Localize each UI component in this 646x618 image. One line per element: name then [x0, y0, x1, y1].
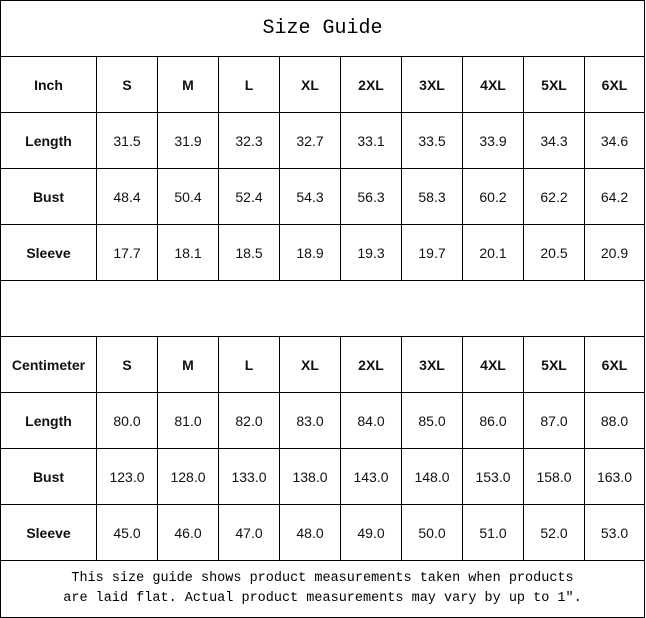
measurement-cell: 84.0 [340, 392, 402, 449]
measurement-cell: 18.1 [157, 224, 219, 281]
centimeter-table: Centimeter S M L XL 2XL 3XL 4XL 5XL 6XL Length 80.0… [0, 337, 645, 561]
unit-header: Centimeter [0, 337, 97, 393]
measurement-cell: 138.0 [279, 448, 341, 505]
measurement-cell: 50.4 [157, 168, 219, 225]
measurement-cell: 31.9 [157, 112, 219, 169]
inch-table: Inch S M L XL 2XL 3XL 4XL 5XL 6XL Length 31.5 31.9 32… [0, 57, 645, 281]
size-header: S [96, 57, 158, 113]
unit-header: Inch [0, 57, 97, 113]
size-header: 2XL [340, 337, 402, 393]
row-label: Sleeve [0, 504, 97, 561]
measurement-cell: 20.1 [462, 224, 524, 281]
header-row: Inch S M L XL 2XL 3XL 4XL 5XL 6XL [0, 57, 645, 113]
measurement-cell: 58.3 [401, 168, 463, 225]
measurement-cell: 19.7 [401, 224, 463, 281]
page-title: Size Guide [1, 1, 644, 57]
measurement-cell: 60.2 [462, 168, 524, 225]
note-line-1: This size guide shows product measuremen… [71, 571, 574, 586]
measurement-cell: 133.0 [218, 448, 280, 505]
section-spacer [1, 281, 644, 337]
table-row: Length 31.5 31.9 32.3 32.7 33.1 33.5 33.9 34.3 34… [0, 112, 645, 169]
measurement-cell: 32.7 [279, 112, 341, 169]
measurement-cell: 45.0 [96, 504, 158, 561]
measurement-cell: 153.0 [462, 448, 524, 505]
size-header: M [157, 57, 219, 113]
measurement-cell: 34.6 [584, 112, 645, 169]
measurement-cell: 51.0 [462, 504, 524, 561]
size-header: 5XL [523, 337, 585, 393]
size-header: 6XL [584, 337, 645, 393]
measurement-cell: 33.1 [340, 112, 402, 169]
measurement-cell: 33.5 [401, 112, 463, 169]
measurement-cell: 33.9 [462, 112, 524, 169]
measurement-cell: 31.5 [96, 112, 158, 169]
table-row: Sleeve 45.0 46.0 47.0 48.0 49.0 50.0 51.0 52.0 53… [0, 504, 645, 561]
measurement-cell: 47.0 [218, 504, 280, 561]
measurement-cell: 62.2 [523, 168, 585, 225]
row-label: Length [0, 112, 97, 169]
measurement-cell: 163.0 [584, 448, 645, 505]
size-header: 4XL [462, 57, 524, 113]
measurement-cell: 158.0 [523, 448, 585, 505]
header-row: Centimeter S M L XL 2XL 3XL 4XL 5XL 6XL [0, 337, 645, 393]
measurement-cell: 148.0 [401, 448, 463, 505]
measurement-cell: 85.0 [401, 392, 463, 449]
row-label: Bust [0, 448, 97, 505]
size-header: 3XL [401, 57, 463, 113]
size-header: 2XL [340, 57, 402, 113]
measurement-cell: 49.0 [340, 504, 402, 561]
note-line-2: are laid flat. Actual product measuremen… [63, 591, 582, 606]
measurement-cell: 88.0 [584, 392, 645, 449]
row-label: Bust [0, 168, 97, 225]
size-header: 6XL [584, 57, 645, 113]
measurement-cell: 81.0 [157, 392, 219, 449]
size-header: 3XL [401, 337, 463, 393]
row-label: Length [0, 392, 97, 449]
measurement-cell: 52.0 [523, 504, 585, 561]
measurement-note: This size guide shows product measuremen… [1, 561, 644, 617]
measurement-cell: 20.5 [523, 224, 585, 281]
measurement-cell: 80.0 [96, 392, 158, 449]
measurement-cell: 50.0 [401, 504, 463, 561]
measurement-cell: 87.0 [523, 392, 585, 449]
measurement-cell: 34.3 [523, 112, 585, 169]
table-row: Bust 123.0 128.0 133.0 138.0 143.0 148.0 153.0 1… [0, 448, 645, 505]
measurement-cell: 18.9 [279, 224, 341, 281]
size-header: L [218, 337, 280, 393]
measurement-cell: 143.0 [340, 448, 402, 505]
size-header: 4XL [462, 337, 524, 393]
table-row: Bust 48.4 50.4 52.4 54.3 56.3 58.3 60.2 62.2 64.2 [0, 168, 645, 225]
row-label: Sleeve [0, 224, 97, 281]
table-row: Length 80.0 81.0 82.0 83.0 84.0 85.0 86.0 87.0 88… [0, 392, 645, 449]
measurement-cell: 54.3 [279, 168, 341, 225]
measurement-cell: 48.0 [279, 504, 341, 561]
size-header: S [96, 337, 158, 393]
measurement-cell: 19.3 [340, 224, 402, 281]
measurement-cell: 56.3 [340, 168, 402, 225]
measurement-cell: 17.7 [96, 224, 158, 281]
size-header: M [157, 337, 219, 393]
measurement-cell: 20.9 [584, 224, 645, 281]
measurement-cell: 82.0 [218, 392, 280, 449]
measurement-cell: 32.3 [218, 112, 280, 169]
measurement-cell: 52.4 [218, 168, 280, 225]
measurement-cell: 64.2 [584, 168, 645, 225]
measurement-cell: 53.0 [584, 504, 645, 561]
measurement-cell: 86.0 [462, 392, 524, 449]
measurement-cell: 48.4 [96, 168, 158, 225]
measurement-cell: 123.0 [96, 448, 158, 505]
size-header: 5XL [523, 57, 585, 113]
size-header: L [218, 57, 280, 113]
measurement-cell: 83.0 [279, 392, 341, 449]
table-row: Sleeve 17.7 18.1 18.5 18.9 19.3 19.7 20.1 20.5 20… [0, 224, 645, 281]
measurement-cell: 18.5 [218, 224, 280, 281]
measurement-cell: 128.0 [157, 448, 219, 505]
size-header: XL [279, 57, 341, 113]
size-header: XL [279, 337, 341, 393]
measurement-cell: 46.0 [157, 504, 219, 561]
